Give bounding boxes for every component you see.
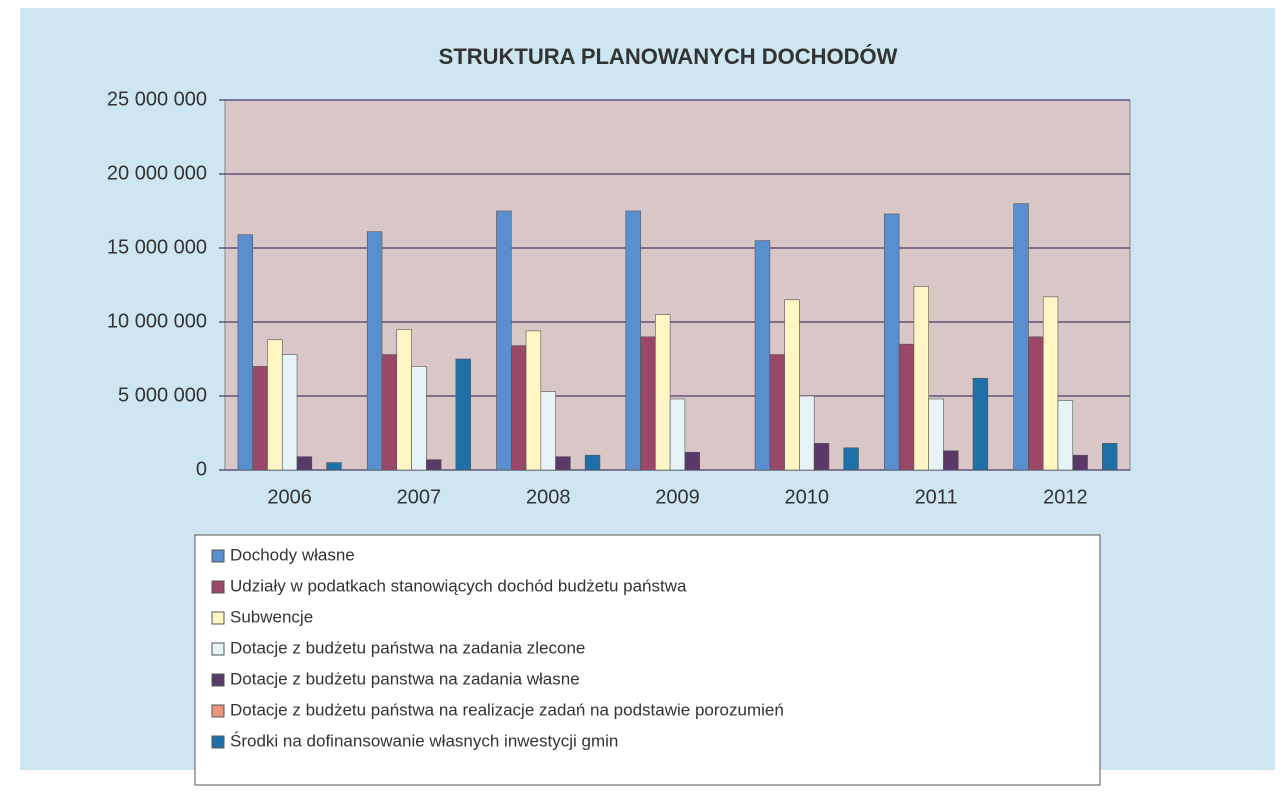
y-tick-label: 5 000 000 — [118, 384, 207, 406]
legend-label: Dotacje z budżetu państwa na zadania zle… — [230, 638, 585, 657]
bar — [584, 454, 601, 471]
bar — [381, 354, 398, 471]
y-tick-label: 15 000 000 — [107, 236, 207, 258]
x-tick-label: 2009 — [655, 486, 700, 508]
bar — [496, 210, 512, 471]
bar — [540, 391, 556, 471]
bar — [913, 286, 929, 471]
legend-label: Dotacje z budżetu państwa na realizacje … — [230, 700, 784, 719]
bar — [813, 443, 830, 471]
legend-label: Dotacje z budżetu panstwa na zadania wła… — [230, 669, 580, 688]
legend — [194, 534, 1101, 786]
x-tick-label: 2008 — [526, 486, 571, 508]
y-tick-label: 20 000 000 — [107, 162, 207, 184]
legend-swatch — [211, 673, 225, 687]
bar — [426, 459, 442, 471]
bar — [943, 450, 959, 471]
bar — [684, 451, 700, 471]
bar — [455, 358, 471, 471]
bar — [1057, 400, 1074, 471]
bar — [972, 377, 989, 471]
bar — [237, 234, 254, 471]
legend-swatch — [211, 704, 225, 718]
x-tick-label: 2012 — [1043, 486, 1088, 508]
bar — [411, 366, 427, 471]
bar — [326, 462, 342, 471]
bar — [1028, 336, 1044, 471]
bar — [769, 354, 785, 471]
bar — [625, 210, 641, 471]
bar — [555, 456, 571, 471]
legend-label: Subwencje — [230, 607, 313, 626]
bar — [928, 398, 944, 471]
legend-swatch — [211, 549, 225, 563]
bar — [252, 366, 268, 471]
bar — [1042, 296, 1059, 471]
chart-title: STRUKTURA PLANOWANYCH DOCHODÓW — [439, 44, 898, 69]
bar — [281, 354, 298, 471]
legend-swatch — [211, 642, 225, 656]
bar — [655, 314, 671, 471]
bar — [640, 336, 656, 471]
y-tick-label: 25 000 000 — [107, 88, 207, 110]
bar — [1072, 454, 1088, 471]
bar — [784, 299, 800, 471]
legend-label: Dochody własne — [230, 545, 355, 564]
legend-label: Udziały w podatkach stanowiących dochód … — [230, 576, 687, 595]
bar — [525, 330, 542, 471]
x-tick-label: 2011 — [915, 486, 958, 508]
bar — [366, 231, 383, 471]
legend-swatch — [211, 735, 225, 749]
bar — [1013, 203, 1029, 471]
legend-swatch — [211, 580, 225, 594]
y-tick-label: 10 000 000 — [107, 310, 207, 332]
bar — [884, 213, 900, 471]
bar — [396, 329, 412, 471]
legend-label: Środki na dofinansowanie własnych inwest… — [230, 731, 618, 750]
legend-swatch — [211, 611, 225, 625]
bar — [296, 456, 313, 471]
bar — [799, 395, 815, 471]
x-tick-label: 2007 — [397, 486, 442, 508]
bar — [843, 447, 859, 471]
bar — [898, 343, 915, 471]
bar — [669, 398, 686, 471]
y-tick-label: 0 — [196, 458, 207, 480]
x-tick-label: 2006 — [267, 486, 312, 508]
bar — [754, 240, 771, 471]
x-tick-label: 2010 — [785, 486, 830, 508]
bar — [1101, 443, 1118, 471]
bar — [267, 339, 283, 471]
bar — [510, 345, 527, 471]
